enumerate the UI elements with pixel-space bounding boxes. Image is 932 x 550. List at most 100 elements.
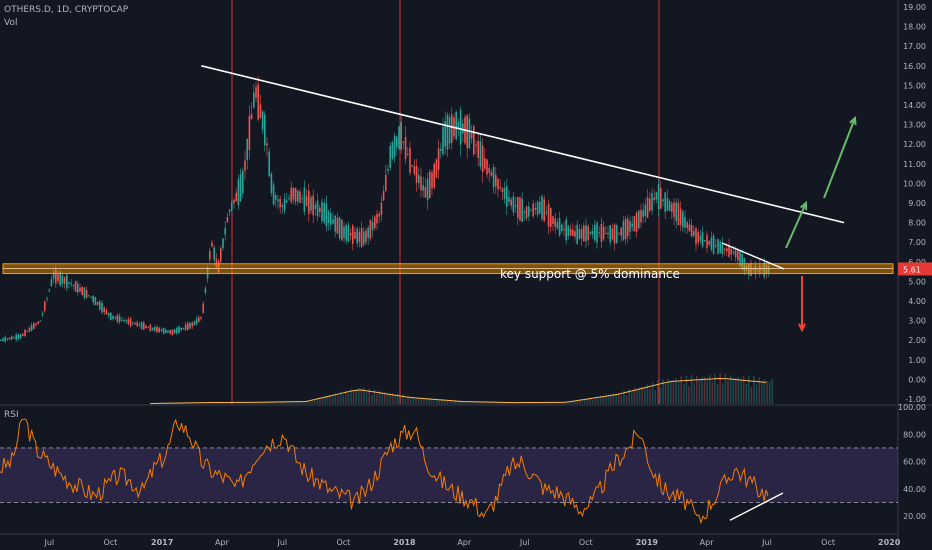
- price-candle: [99, 301, 101, 310]
- volume-bar: [248, 401, 251, 404]
- price-candle: [585, 225, 587, 242]
- volume-bar: [703, 377, 706, 404]
- price-candle: [299, 191, 301, 203]
- price-candle: [112, 315, 114, 319]
- price-candle: [55, 269, 57, 284]
- price-candle: [345, 225, 347, 241]
- volume-bar: [716, 383, 719, 404]
- volume-bar: [761, 382, 763, 404]
- price-candle: [477, 141, 479, 159]
- price-tick-label: 15.00: [903, 81, 926, 90]
- price-candle: [607, 232, 609, 235]
- volume-bar: [220, 402, 222, 404]
- volume-bar: [750, 387, 753, 404]
- volume-bar: [475, 401, 477, 404]
- price-candle: [169, 330, 171, 334]
- volume-bar: [527, 402, 529, 404]
- price-candle: [596, 222, 598, 243]
- volume-bar: [347, 392, 350, 404]
- volume-bar: [438, 400, 441, 404]
- volume-bar: [423, 398, 425, 404]
- price-tick-label: -1.00: [905, 395, 926, 404]
- volume-bar: [503, 402, 506, 404]
- price-candle: [442, 127, 444, 155]
- volume-bar: [516, 402, 519, 404]
- volume-bar: [690, 375, 693, 404]
- price-candle: [671, 203, 673, 213]
- time-tick-label: Oct: [336, 538, 350, 547]
- price-candle: [347, 225, 350, 242]
- price-candle: [39, 320, 42, 322]
- price-candle: [336, 217, 339, 234]
- price-candle: [138, 324, 141, 326]
- price-candle: [695, 228, 697, 245]
- price-candle: [393, 135, 396, 158]
- volume-bar: [316, 398, 318, 404]
- price-candle: [457, 121, 460, 130]
- price-tick-label: 19.00: [903, 3, 926, 12]
- price-candle: [732, 252, 735, 254]
- price-candle: [530, 210, 532, 212]
- price-candle: [701, 232, 704, 247]
- volume-bar: [332, 396, 334, 404]
- price-candle: [748, 263, 750, 276]
- price-candle: [193, 321, 196, 325]
- volume-bar: [534, 402, 537, 404]
- price-candle: [591, 231, 594, 235]
- volume-bar: [360, 390, 363, 404]
- price-candle: [662, 199, 664, 202]
- volume-bar: [631, 392, 633, 404]
- volume-bar: [547, 402, 550, 404]
- price-candle: [627, 218, 629, 237]
- price-candle: [525, 206, 528, 219]
- price-candle: [528, 206, 530, 217]
- price-candle: [374, 216, 376, 229]
- volume-bar: [300, 401, 303, 404]
- price-candle: [737, 251, 739, 261]
- volume-bar: [753, 376, 755, 404]
- price-candle: [74, 281, 77, 292]
- price-candle: [294, 188, 297, 202]
- volume-bar: [657, 380, 659, 404]
- price-candle: [145, 325, 147, 329]
- price-candle: [402, 141, 405, 143]
- price-candle: [226, 217, 229, 223]
- price-candle: [37, 321, 39, 324]
- price-candle: [706, 235, 708, 248]
- volume-bar: [363, 387, 365, 404]
- price-candle: [107, 312, 110, 316]
- price-candle: [325, 203, 328, 227]
- volume-bar: [204, 402, 207, 404]
- time-tick-label: Jul: [277, 538, 288, 547]
- price-candle: [466, 115, 468, 149]
- volume-bar: [732, 378, 734, 404]
- price-candle: [202, 303, 204, 313]
- price-candle: [367, 227, 369, 238]
- volume-bar: [670, 380, 672, 404]
- volume-bar: [290, 401, 292, 404]
- price-candle: [376, 214, 378, 224]
- volume-bar: [688, 386, 690, 404]
- price-candle: [140, 322, 143, 329]
- price-candle: [211, 242, 213, 247]
- price-candle: [688, 224, 691, 232]
- time-tick-label: Oct: [821, 538, 835, 547]
- price-candle: [387, 168, 389, 171]
- volume-bar: [581, 399, 584, 404]
- volume-bar: [488, 401, 490, 404]
- volume-bar: [350, 389, 352, 404]
- volume-bar: [519, 402, 521, 404]
- price-candle: [578, 229, 581, 239]
- volume-bar: [571, 401, 573, 404]
- price-candle: [561, 224, 563, 232]
- price-candle: [418, 174, 420, 184]
- volume-bar: [183, 403, 186, 404]
- volume-bar: [685, 375, 688, 404]
- volume-bar: [498, 401, 500, 404]
- price-candle: [268, 151, 270, 177]
- price-candle: [24, 329, 26, 337]
- price-candle: [160, 329, 163, 331]
- volume-bar: [701, 376, 703, 404]
- volume-bar: [313, 400, 316, 404]
